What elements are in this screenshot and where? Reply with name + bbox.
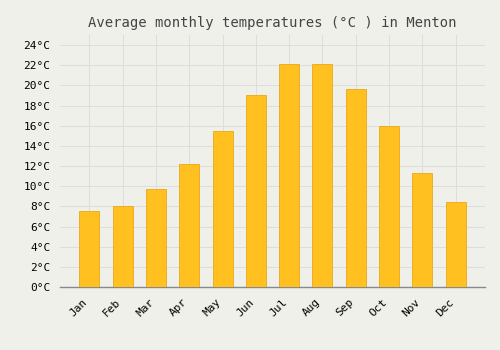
Title: Average monthly temperatures (°C ) in Menton: Average monthly temperatures (°C ) in Me… [88,16,457,30]
Bar [179,164,199,287]
Bar [212,131,233,287]
Bar [279,64,299,287]
Bar [412,173,432,287]
Bar [346,90,366,287]
Bar [246,96,266,287]
Bar [446,202,466,287]
Bar [80,211,100,287]
Bar [112,206,132,287]
Bar [379,126,399,287]
Bar [146,189,166,287]
Bar [312,64,332,287]
